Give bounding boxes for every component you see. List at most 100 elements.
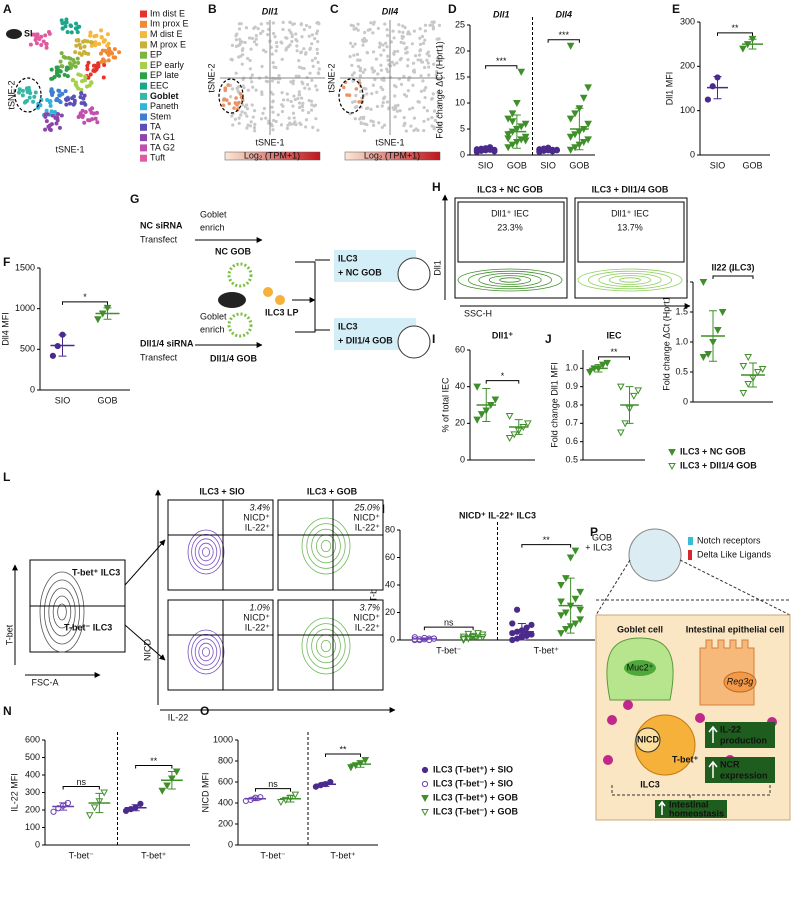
tsne-cell [286,44,291,49]
tsne-cell [358,68,363,73]
tsne-cell [385,67,389,71]
legend-label: TA G1 [150,132,175,142]
tsne-cell [353,42,357,46]
tsne-cell [76,38,81,43]
panel-label: J [545,332,552,346]
subtitle: Dll4 [555,9,572,19]
tsne-cell [237,22,242,26]
tsne-cell [290,39,294,44]
tsne-cell [70,63,75,68]
tsne-cell [74,21,79,26]
expr-cell [227,101,231,106]
expr-cell [222,97,227,101]
contour [194,638,218,666]
tsne-cell [308,71,312,75]
tsne-cell [383,22,387,26]
tsne-cell [111,55,116,60]
tsne-cell [83,109,88,114]
tsne-cell [406,89,410,93]
tsne-cell [395,109,399,113]
data-point [477,411,486,419]
tsne-cell [402,74,406,79]
tsne-cell [60,26,65,31]
significance-label: ns [444,618,454,628]
panel-label: D [448,2,457,16]
tsne-cell [306,83,310,87]
contour [52,595,72,629]
y-tick-label: 20 [455,45,465,55]
tsne-cell [87,118,92,123]
tsne-cell [234,44,239,48]
tsne-cell [87,83,92,88]
tsne-cell [25,86,30,91]
significance-label: ns [76,777,86,787]
tsne-cell [246,88,250,92]
y-tick-label: 1500 [15,262,35,272]
expr-cell [232,106,236,110]
tsne-cell [57,98,62,103]
y-tick-label: 60 [385,552,395,562]
data-point [474,630,482,638]
panel-label: O [200,704,209,718]
data-point [699,279,708,287]
label: homeostasis [669,808,724,818]
tsne-cell [70,96,75,101]
tsne-cell [353,99,357,104]
tsne-cell [280,41,284,45]
goblet-organoid [227,262,253,288]
label: Dll1 [262,6,279,16]
tsne-cell [414,54,418,58]
tsne-cell [240,110,244,114]
tsne-cell [230,43,234,47]
flow-plot [454,197,568,299]
data-point [579,139,588,147]
tsne-cell [93,43,98,48]
contour [44,579,81,645]
tsne-cell [411,83,415,87]
tsne-cell [76,86,81,91]
x-tick-label: SIO [710,160,726,170]
tsne-cell [20,93,25,98]
tsne-cell [264,79,268,83]
tsne-cell [258,31,263,36]
tsne-cell [284,36,288,40]
tsne-cell [64,20,69,25]
y-tick-label: 10 [455,97,465,107]
data-point [557,598,565,606]
y-axis-label: Dll1 MFI [664,72,674,106]
tsne-cell [262,106,267,111]
data-point [517,68,526,76]
y-tick-label: 200 [680,61,695,71]
tsne-cell [297,93,301,97]
tsne-cell [252,126,257,130]
error-bar [286,795,295,803]
error-bar [482,388,491,422]
data-point [49,352,57,359]
tsne-cell [20,88,25,93]
y-tick-label: 0 [228,839,233,849]
contour [608,275,652,285]
flow-plot [574,197,688,299]
up-arrow [708,760,718,778]
tsne-cell [426,117,430,121]
tsne-cell [315,51,320,56]
tsne-cell [419,74,423,78]
tsne-cell [435,56,440,60]
chart-title: IEC [606,330,622,340]
label: IL-22 [168,712,189,722]
tsne-cell [380,104,384,108]
y-tick-label: 800 [218,755,233,765]
contour [194,538,218,566]
data-point [291,791,300,799]
tsne-cell [110,51,115,56]
tsne-cell [372,20,376,24]
tsne-cell [90,106,95,111]
legend-marker [421,809,429,817]
chart-title: NICD⁺ IL-22⁺ ILC3 [459,510,536,520]
y-tick-label: 1000 [213,734,233,744]
tsne-cell [255,42,259,47]
tsne-cell [379,68,384,72]
expr-cell [235,103,239,107]
tsne-cell [274,40,279,45]
tsne-cell [102,63,107,68]
